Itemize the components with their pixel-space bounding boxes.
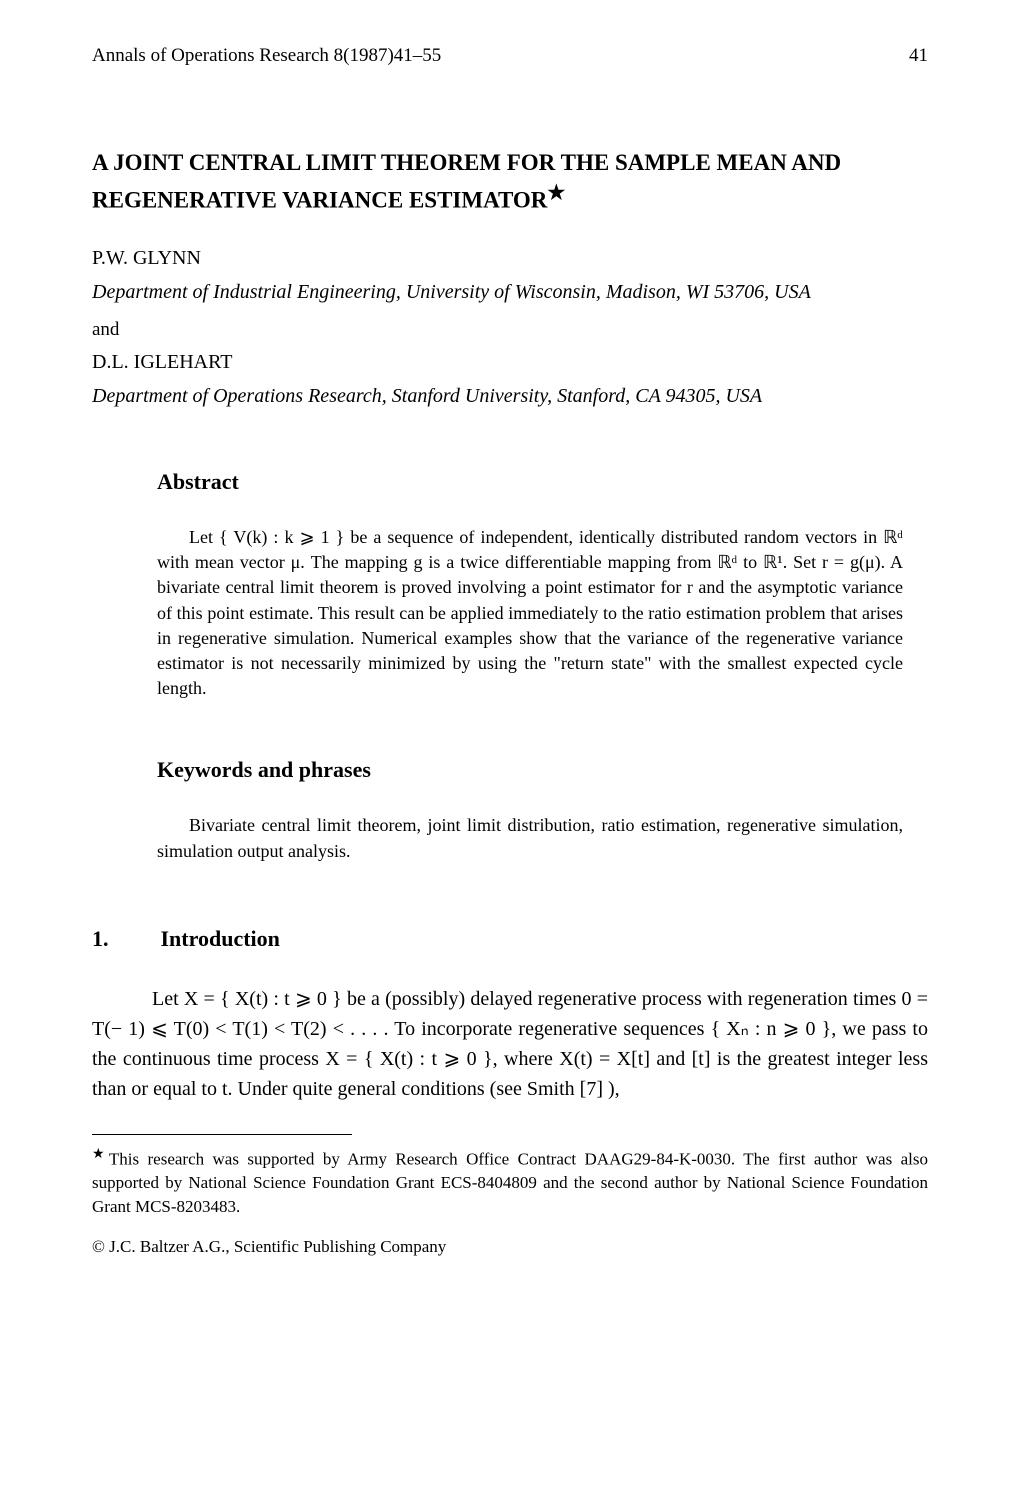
- footnote-marker: ★: [92, 1146, 109, 1162]
- author-1-name: P.W. GLYNN: [92, 247, 928, 270]
- keywords-section: Keywords and phrases Bivariate central l…: [157, 757, 903, 863]
- footnote-divider: [92, 1134, 352, 1135]
- abstract-heading: Abstract: [157, 469, 903, 495]
- section-1-title: Introduction: [161, 926, 280, 952]
- and-separator: and: [92, 319, 928, 341]
- keywords-heading: Keywords and phrases: [157, 757, 903, 783]
- journal-citation: Annals of Operations Research 8(1987)41–…: [92, 45, 441, 67]
- paper-title: A JOINT CENTRAL LIMIT THEOREM FOR THE SA…: [92, 147, 928, 217]
- running-header: Annals of Operations Research 8(1987)41–…: [92, 45, 928, 67]
- footnote-text: ★This research was supported by Army Res…: [92, 1145, 928, 1219]
- page-number: 41: [909, 45, 928, 67]
- section-1-number: 1.: [92, 926, 109, 952]
- author-1-affiliation: Department of Industrial Engineering, Un…: [92, 278, 928, 307]
- author-2-affiliation: Department of Operations Research, Stanf…: [92, 382, 928, 411]
- section-1-header: 1. Introduction: [92, 926, 928, 952]
- keywords-body: Bivariate central limit theorem, joint l…: [157, 813, 903, 863]
- section-1-body: Let X = { X(t) : t ⩾ 0 } be a (possibly)…: [92, 984, 928, 1104]
- abstract-body: Let { V(k) : k ⩾ 1 } be a sequence of in…: [157, 525, 903, 701]
- author-2-name: D.L. IGLEHART: [92, 351, 928, 374]
- title-footnote-marker: ★: [547, 182, 565, 204]
- abstract-section: Abstract Let { V(k) : k ⩾ 1 } be a seque…: [157, 469, 903, 701]
- publisher-line: © J.C. Baltzer A.G., Scientific Publishi…: [92, 1237, 928, 1257]
